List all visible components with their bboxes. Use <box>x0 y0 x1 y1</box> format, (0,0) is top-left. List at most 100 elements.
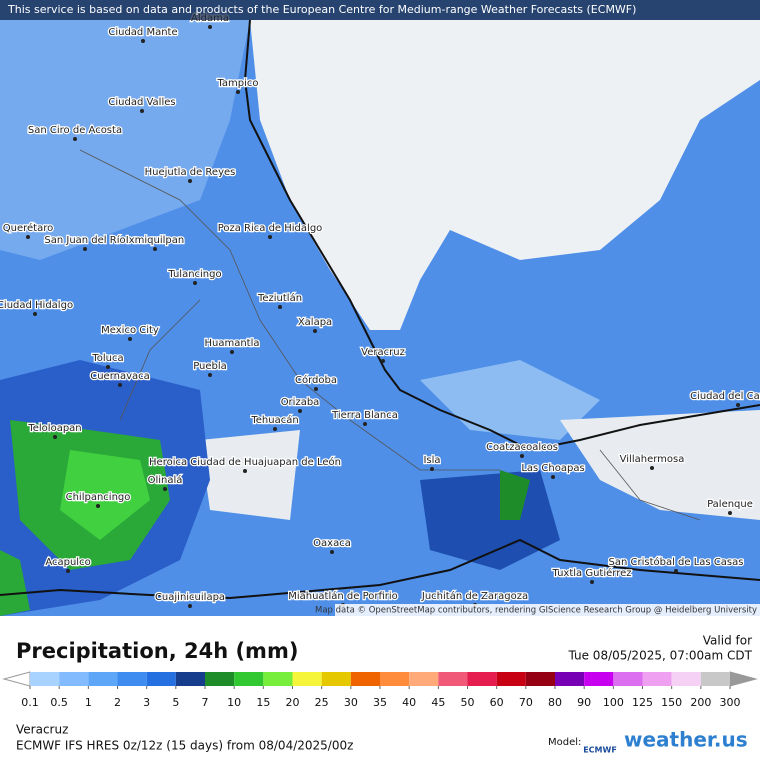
city-dot <box>278 305 282 309</box>
legend-label: 70 <box>519 696 533 709</box>
city-label: Las Choapas <box>521 463 584 474</box>
city-label: San Juan del Río <box>44 234 125 246</box>
city-label: Mexico City <box>101 325 159 336</box>
city-dot <box>73 137 77 141</box>
model-line: ECMWF IFS HRES 0z/12z (15 days) from 08/… <box>16 739 353 753</box>
brand: weather.us <box>624 728 748 752</box>
legend-label: 40 <box>402 696 416 709</box>
banner: This service is based on data and produc… <box>7 3 636 16</box>
city-dot <box>188 179 192 183</box>
legend-swatch <box>30 672 60 686</box>
legend-label: 3 <box>143 696 150 709</box>
city-dot <box>33 312 37 316</box>
city-dot <box>66 569 70 573</box>
location: Veracruz <box>16 723 68 737</box>
city-label: Acapulco <box>45 557 90 568</box>
city-dot <box>430 467 434 471</box>
city-label: Heroica Ciudad de Huajuapan de León <box>149 456 341 468</box>
city-dot <box>243 469 247 473</box>
city-label: Ciudad del Carmen <box>690 391 760 402</box>
attribution-background <box>335 604 760 616</box>
city-dot <box>314 387 318 391</box>
city-label: Olinalá <box>148 474 183 486</box>
city-label: Ciudad Mante <box>108 27 177 38</box>
city-label: Isla <box>423 455 440 466</box>
legend-swatch <box>263 672 293 686</box>
city-label: Ciudad Valles <box>108 97 175 108</box>
low-precip-area <box>200 430 300 520</box>
city-dot <box>728 511 732 515</box>
city-dot <box>381 359 385 363</box>
city-dot <box>551 475 555 479</box>
legend-label: 0.1 <box>21 696 39 709</box>
legend-label: 90 <box>577 696 591 709</box>
city-label: Ixmiquilpan <box>126 235 184 246</box>
legend-swatch <box>234 672 264 686</box>
city-dot <box>26 235 30 239</box>
legend-label: 30 <box>344 696 358 709</box>
legend: 0.1 0.5 1 2 3 5 7 10 15 20 25 30 35 40 45 50 60 70 80 90 100… <box>2 671 758 709</box>
legend-swatch <box>146 672 176 686</box>
city-label: Coatzacoalcos <box>486 442 558 453</box>
coastline <box>243 19 760 452</box>
city-dot <box>520 454 524 458</box>
valid-label: Valid for <box>703 634 752 648</box>
city-label: Tehuacán <box>250 414 298 426</box>
legend-swatch <box>409 672 439 686</box>
city-dot <box>208 373 212 377</box>
city-labels: Ciudad ManteAldamaTampicoCiudad VallesSa… <box>0 12 760 608</box>
legend-swatch <box>59 672 89 686</box>
legend-label: 2 <box>114 696 121 709</box>
city-label: Teziutlán <box>257 292 302 304</box>
city-dot <box>188 604 192 608</box>
legend-label: 1 <box>85 696 92 709</box>
legend-label: 7 <box>202 696 209 709</box>
city-dot <box>273 427 277 431</box>
city-dot <box>53 435 57 439</box>
legend-swatch <box>438 672 468 686</box>
legend-label: 5 <box>172 696 179 709</box>
city-label: San Ciro de Acosta <box>28 125 122 136</box>
legend-swatch <box>350 672 380 686</box>
legend-swatch <box>555 672 585 686</box>
city-dot <box>736 403 740 407</box>
city-label: Puebla <box>193 361 227 372</box>
city-label: Juchitán de Zaragoza <box>421 590 528 602</box>
city-dot <box>163 487 167 491</box>
city-dot <box>96 504 100 508</box>
city-label: Tulancingo <box>167 269 221 280</box>
legend-swatch <box>380 672 410 686</box>
heavy-precip-area <box>60 450 150 540</box>
model-label: Model: <box>548 737 581 748</box>
city-label: Villahermosa <box>620 454 685 465</box>
city-dot <box>268 235 272 239</box>
legend-swatch <box>467 672 497 686</box>
legend-swatch <box>88 672 118 686</box>
city-label: Ciudad Hidalgo <box>0 300 73 311</box>
legend-swatch <box>321 672 351 686</box>
legend-label: 125 <box>632 696 653 709</box>
city-dot <box>236 90 240 94</box>
city-dot <box>230 350 234 354</box>
city-label: Xalapa <box>298 317 332 328</box>
city-label: Toluca <box>91 353 123 364</box>
heavy-precip-area <box>500 470 530 520</box>
legend-label: 10 <box>227 696 241 709</box>
city-dot <box>208 25 212 29</box>
city-label: Cuernavaca <box>90 371 150 382</box>
city-label: Tierra Blanca <box>331 410 398 421</box>
city-dot <box>106 365 110 369</box>
city-dot <box>650 466 654 470</box>
city-label: Huejutla de Reyes <box>145 167 236 178</box>
city-label: Córdoba <box>295 374 337 386</box>
city-dot <box>140 109 144 113</box>
legend-label: 80 <box>548 696 562 709</box>
valid-time: Tue 08/05/2025, 07:00am CDT <box>568 649 753 663</box>
city-label: Veracruz <box>361 347 405 358</box>
legend-swatch <box>671 672 701 686</box>
legend-swatch <box>292 672 322 686</box>
city-dot <box>83 247 87 251</box>
city-label: San Cristóbal de Las Casas <box>609 556 744 568</box>
legend-swatch <box>642 672 672 686</box>
city-dot <box>330 550 334 554</box>
